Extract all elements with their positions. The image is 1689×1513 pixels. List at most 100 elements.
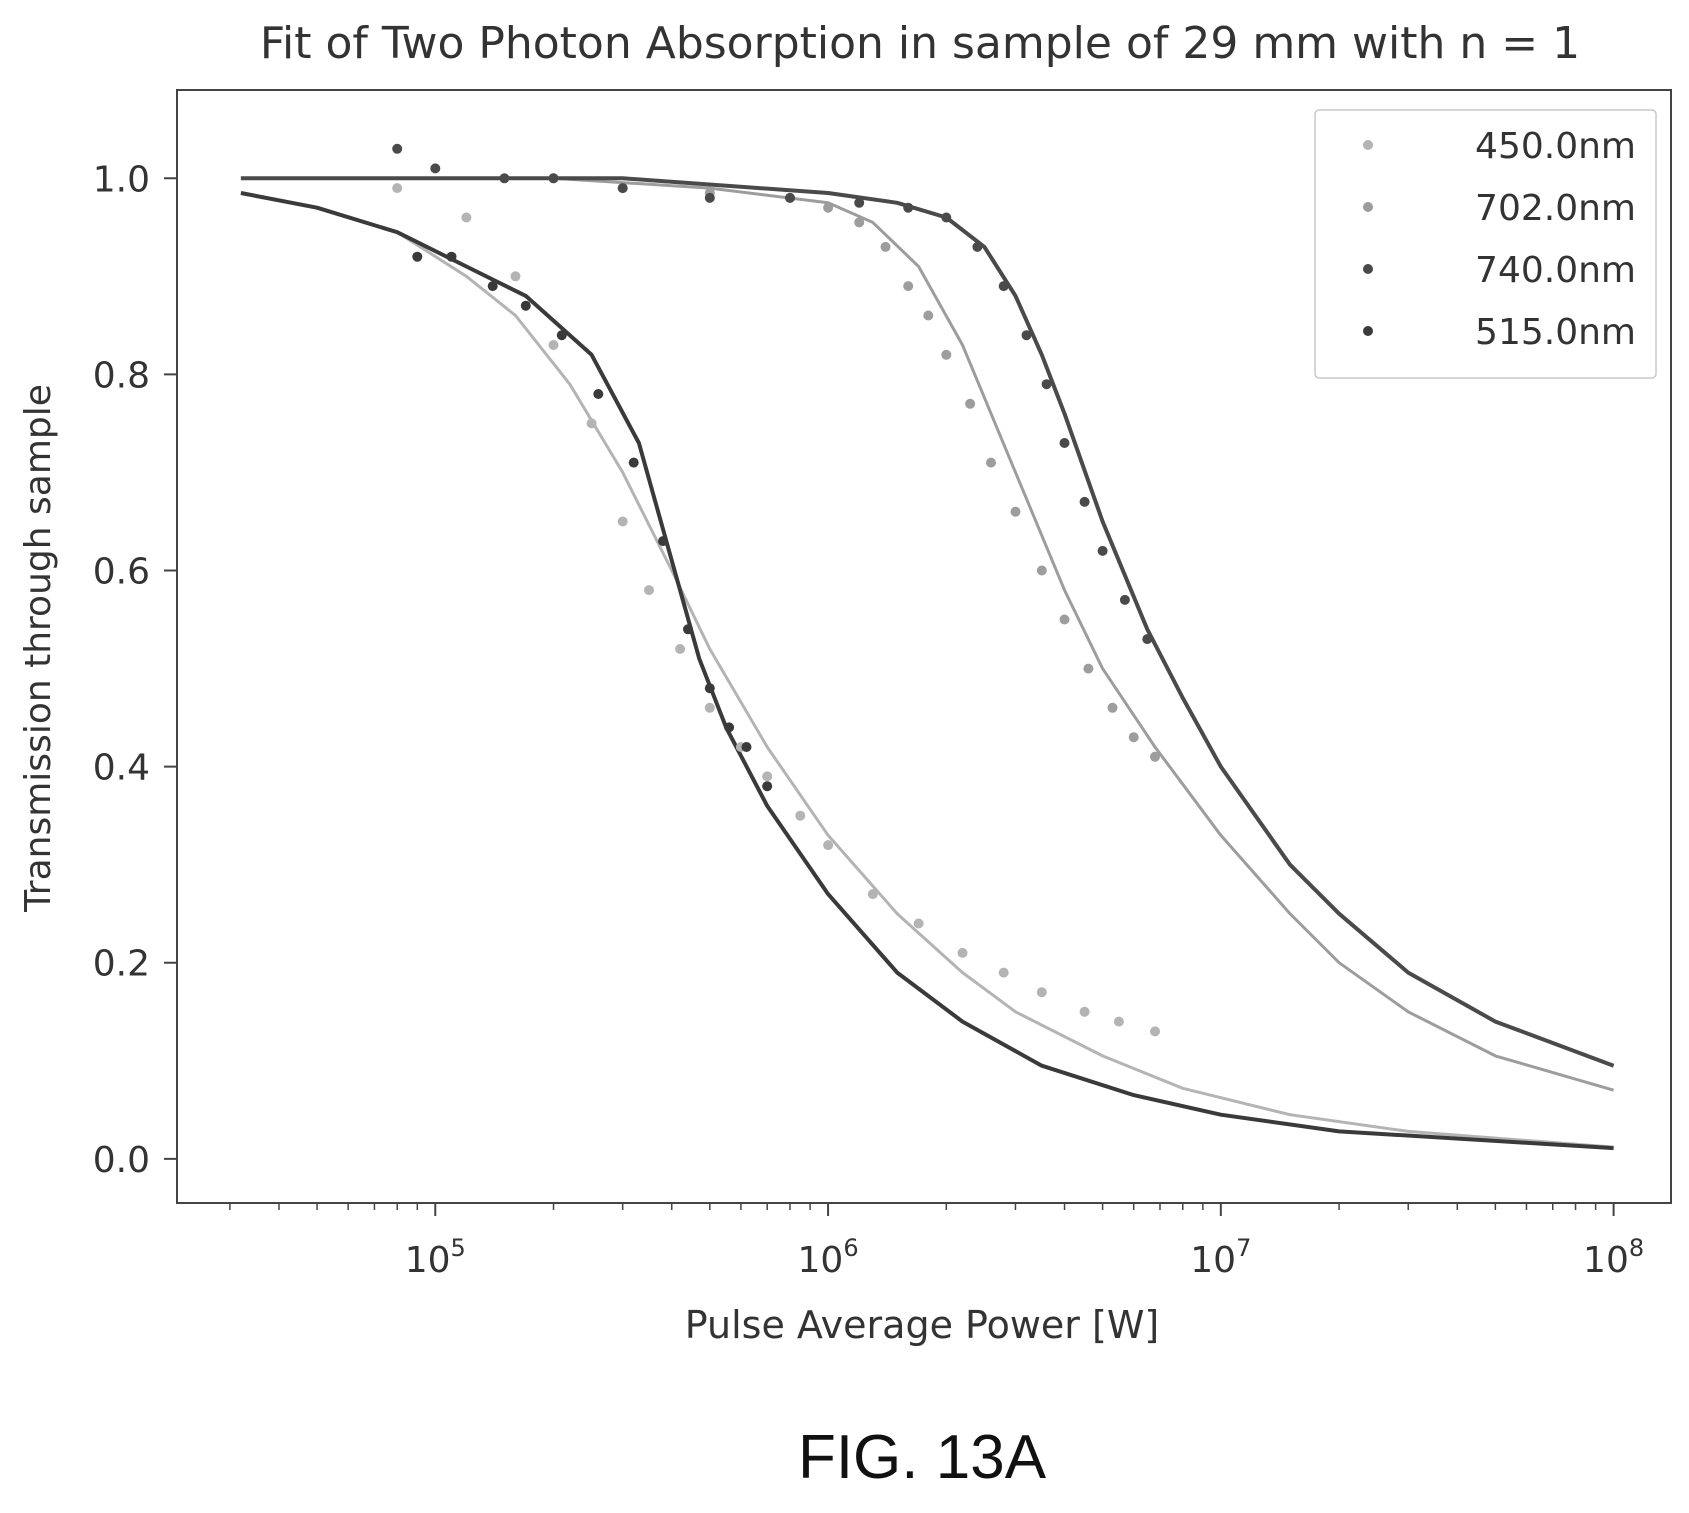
data-point bbox=[823, 840, 834, 851]
x-tick-exponent: 6 bbox=[843, 1234, 858, 1262]
data-point bbox=[548, 340, 559, 350]
data-point bbox=[986, 457, 996, 468]
x-tick-exponent: 5 bbox=[451, 1234, 466, 1262]
data-point bbox=[556, 330, 567, 341]
data-point bbox=[586, 418, 597, 429]
data-point bbox=[683, 624, 693, 635]
data-point bbox=[1059, 438, 1070, 448]
data-point bbox=[1150, 751, 1160, 762]
data-point bbox=[617, 516, 628, 527]
data-point bbox=[1113, 1016, 1124, 1027]
data-point bbox=[1097, 545, 1108, 556]
x-tick-label: 107 bbox=[1190, 1234, 1251, 1281]
data-point bbox=[795, 810, 806, 821]
x-tick-exponent: 7 bbox=[1236, 1234, 1251, 1262]
figure-caption: FIG. 13A bbox=[798, 1423, 1047, 1492]
data-point bbox=[998, 281, 1009, 292]
data-point bbox=[675, 644, 686, 654]
data-point bbox=[548, 173, 559, 184]
data-point bbox=[941, 349, 952, 360]
data-point bbox=[617, 183, 628, 194]
data-point bbox=[854, 197, 865, 208]
legend-marker bbox=[1363, 140, 1373, 150]
x-axis: 105 106 107 108 bbox=[229, 1203, 1644, 1281]
data-point bbox=[1059, 614, 1070, 625]
data-point bbox=[499, 173, 510, 184]
data-point bbox=[965, 398, 976, 409]
x-tick-base: 10 bbox=[798, 1240, 844, 1281]
x-tick-label: 108 bbox=[1583, 1234, 1644, 1281]
data-point bbox=[446, 251, 457, 262]
data-point bbox=[644, 585, 654, 596]
fit-line bbox=[240, 191, 1614, 1149]
x-tick-base: 10 bbox=[1583, 1240, 1629, 1281]
data-point bbox=[628, 457, 639, 468]
data-point bbox=[1041, 379, 1052, 390]
data-point bbox=[903, 281, 914, 292]
data-point bbox=[854, 217, 865, 228]
data-point bbox=[913, 918, 924, 929]
legend-marker bbox=[1363, 202, 1373, 212]
data-point bbox=[1128, 732, 1139, 743]
x-tick-label: 106 bbox=[798, 1234, 859, 1281]
x-tick-label: 105 bbox=[405, 1234, 466, 1281]
data-point bbox=[1021, 330, 1032, 341]
data-point bbox=[461, 212, 472, 223]
legend-box bbox=[1314, 109, 1657, 379]
data-point bbox=[1079, 1006, 1090, 1017]
chart-title: Fit of Two Photon Absorption in sample o… bbox=[260, 18, 1580, 69]
data-point bbox=[785, 192, 795, 203]
x-tick-base: 10 bbox=[1190, 1240, 1236, 1281]
data-point bbox=[487, 281, 498, 292]
data-point bbox=[704, 702, 715, 713]
data-point bbox=[430, 163, 441, 174]
y-tick-label: 0.8 bbox=[93, 355, 150, 396]
data-point bbox=[392, 143, 403, 154]
legend-label: 740.0nm bbox=[1475, 250, 1636, 291]
y-tick-label: 0.4 bbox=[93, 748, 150, 789]
y-tick-label: 0.0 bbox=[93, 1140, 150, 1181]
data-point bbox=[1119, 594, 1130, 605]
data-point bbox=[412, 251, 423, 262]
data-point bbox=[1107, 702, 1118, 713]
data-point bbox=[867, 889, 878, 900]
data-point bbox=[1079, 496, 1090, 507]
legend-label: 702.0nm bbox=[1475, 188, 1636, 229]
data-point bbox=[972, 241, 983, 252]
fit-line bbox=[240, 176, 1615, 1068]
data-point bbox=[1010, 506, 1021, 517]
x-tick-exponent: 8 bbox=[1629, 1234, 1644, 1262]
data-point bbox=[741, 742, 752, 752]
scatter-points bbox=[392, 143, 1160, 1037]
data-point bbox=[998, 967, 1009, 978]
data-point bbox=[520, 300, 531, 311]
data-point bbox=[392, 183, 403, 194]
data-point bbox=[762, 771, 773, 782]
legend-marker bbox=[1363, 264, 1373, 274]
data-point bbox=[1142, 634, 1153, 645]
data-point bbox=[704, 683, 715, 694]
data-point bbox=[1083, 663, 1094, 674]
data-point bbox=[1036, 987, 1047, 998]
data-point bbox=[762, 781, 773, 792]
legend-marker bbox=[1363, 326, 1373, 336]
y-tick-label: 0.2 bbox=[93, 944, 150, 985]
data-point bbox=[923, 310, 934, 321]
y-tick-label: 0.6 bbox=[93, 552, 150, 593]
data-point bbox=[1150, 1026, 1160, 1037]
data-point bbox=[941, 212, 952, 223]
legend-label: 515.0nm bbox=[1475, 312, 1636, 353]
y-axis-label: Transmission through sample bbox=[18, 384, 59, 913]
x-axis-label: Pulse Average Power [W] bbox=[685, 1303, 1159, 1347]
legend: 450.0nm 702.0nm 740.0nm 515.0nm bbox=[1314, 109, 1657, 379]
y-tick-label: 1.0 bbox=[93, 159, 150, 200]
data-point bbox=[823, 202, 834, 213]
data-point bbox=[880, 241, 891, 252]
y-axis: 0.0 0.2 0.4 0.6 0.8 1.0 bbox=[93, 159, 177, 1181]
data-point bbox=[510, 271, 521, 282]
plot-frame bbox=[176, 89, 1672, 1204]
x-tick-base: 10 bbox=[405, 1240, 451, 1281]
data-point bbox=[1036, 565, 1047, 576]
data-point bbox=[704, 192, 715, 203]
